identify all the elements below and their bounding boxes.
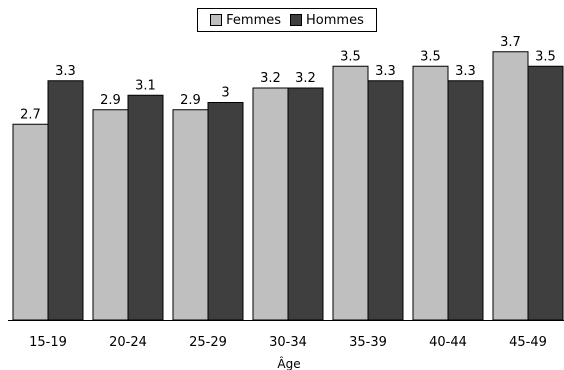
value-label-hommes-35-39: 3.3 [375, 64, 396, 79]
value-label-hommes-15-19: 3.3 [55, 64, 76, 79]
bar-femmes-30-34 [252, 87, 289, 321]
bar-femmes-20-24 [92, 109, 129, 321]
bar-hommes-20-24 [127, 94, 164, 321]
bar-hommes-40-44 [447, 80, 484, 321]
value-label-femmes-40-44: 3.5 [420, 49, 441, 64]
value-label-femmes-25-29: 2.9 [180, 93, 201, 108]
value-label-femmes-45-49: 3.7 [500, 35, 521, 50]
bar-femmes-35-39 [332, 65, 369, 321]
bar-hommes-30-34 [287, 87, 324, 321]
value-label-hommes-40-44: 3.3 [455, 64, 476, 79]
chart-legend: Femmes Hommes [197, 8, 377, 32]
bar-femmes-40-44 [412, 65, 449, 321]
bar-femmes-25-29 [172, 109, 209, 321]
bar-hommes-45-49 [527, 65, 564, 321]
bar-hommes-35-39 [367, 80, 404, 321]
x-tick-label-30-34: 30-34 [269, 335, 307, 350]
x-tick-label-45-49: 45-49 [509, 335, 547, 350]
value-label-femmes-20-24: 2.9 [100, 93, 121, 108]
bar-hommes-15-19 [47, 80, 84, 321]
value-label-hommes-20-24: 3.1 [135, 78, 156, 93]
x-tick-label-40-44: 40-44 [429, 335, 467, 350]
value-label-hommes-45-49: 3.5 [535, 49, 556, 64]
x-tick-label-20-24: 20-24 [109, 335, 147, 350]
x-tick-label-35-39: 35-39 [349, 335, 387, 350]
legend-label-hommes: Hommes [306, 12, 364, 28]
x-tick-label-15-19: 15-19 [29, 335, 67, 350]
legend-item-hommes: Hommes [290, 13, 364, 28]
value-labels-group: 2.7 3.3 2.9 3.1 2.9 3 3.2 3.2 3.5 3.3 3.5 3.3 3.7 3.5 [20, 35, 556, 123]
legend-label-femmes: Femmes [226, 12, 282, 28]
value-label-femmes-30-34: 3.2 [260, 71, 281, 86]
x-tick-label-25-29: 25-29 [189, 335, 227, 350]
legend-item-femmes: Femmes [210, 13, 281, 28]
value-label-femmes-15-19: 2.7 [20, 107, 41, 122]
bar-femmes-15-19 [12, 123, 49, 321]
x-axis-label: Âge [277, 356, 300, 370]
bar-femmes-45-49 [492, 51, 529, 321]
value-label-hommes-30-34: 3.2 [295, 71, 316, 86]
bar-hommes-25-29 [207, 102, 244, 321]
legend-swatch-hommes [290, 14, 303, 26]
bars-group [12, 51, 564, 321]
legend-swatch-femmes [210, 14, 223, 26]
x-tick-labels-group: 15-19 20-24 25-29 30-34 35-39 40-44 45-49 [29, 335, 547, 350]
value-label-femmes-35-39: 3.5 [340, 49, 361, 64]
value-label-hommes-25-29: 3 [221, 86, 229, 101]
